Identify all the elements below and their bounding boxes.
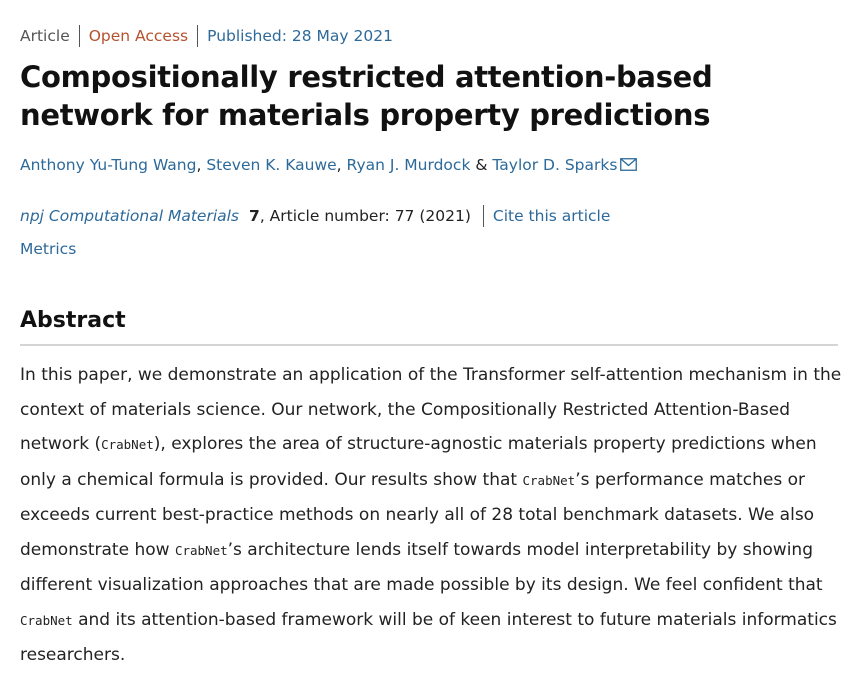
separator: , (196, 156, 207, 174)
article-type: Article (20, 27, 70, 45)
journal-name[interactable]: npj Computational Materials (20, 207, 240, 225)
inline-code: CrabNet (20, 612, 73, 628)
text-run: ’s performance matches or exceeds curren… (20, 469, 815, 560)
text-run: and its attention-based framework will b… (20, 609, 837, 666)
abstract-heading: Abstract (20, 306, 838, 346)
metrics-link[interactable]: Metrics (20, 240, 77, 258)
volume: 7 (249, 207, 260, 225)
citation: , Article number: 77 (2021) (259, 207, 471, 225)
inline-code: CrabNet (101, 437, 154, 452)
inline-code: CrabNet (522, 472, 576, 488)
author[interactable]: Steven K. Kauwe (206, 156, 337, 174)
separator: , (336, 156, 347, 174)
separator: & (470, 156, 493, 174)
author[interactable]: Taylor D. Sparks (492, 156, 618, 174)
article-title: Compositionally restricted attention-bas… (20, 60, 713, 132)
published-date: Published: 28 May 2021 (197, 25, 402, 47)
cite-link[interactable]: Cite this article (482, 205, 610, 227)
email-icon[interactable] (620, 158, 638, 171)
inline-code: CrabNet (174, 542, 228, 558)
text-run: ’s architecture lends itself towards mod… (20, 539, 823, 596)
author[interactable]: Anthony Yu-Tung Wang (20, 156, 197, 174)
journal-line: npj Computational Materials 7 , Article … (20, 205, 610, 227)
article-meta: Article Open Access Published: 28 May 20… (20, 25, 402, 47)
text-run: In this paper, we demonstrate an applica… (20, 365, 842, 454)
author[interactable]: Ryan J. Murdock (346, 156, 471, 174)
open-access[interactable]: Open Access (78, 25, 197, 47)
author-list: Anthony Yu-Tung Wang, Steven K. Kauwe, R… (20, 156, 638, 174)
text-run: ), explores the area of structure-agnost… (20, 434, 817, 490)
abstract-text: In this paper, we demonstrate an applica… (20, 358, 850, 673)
